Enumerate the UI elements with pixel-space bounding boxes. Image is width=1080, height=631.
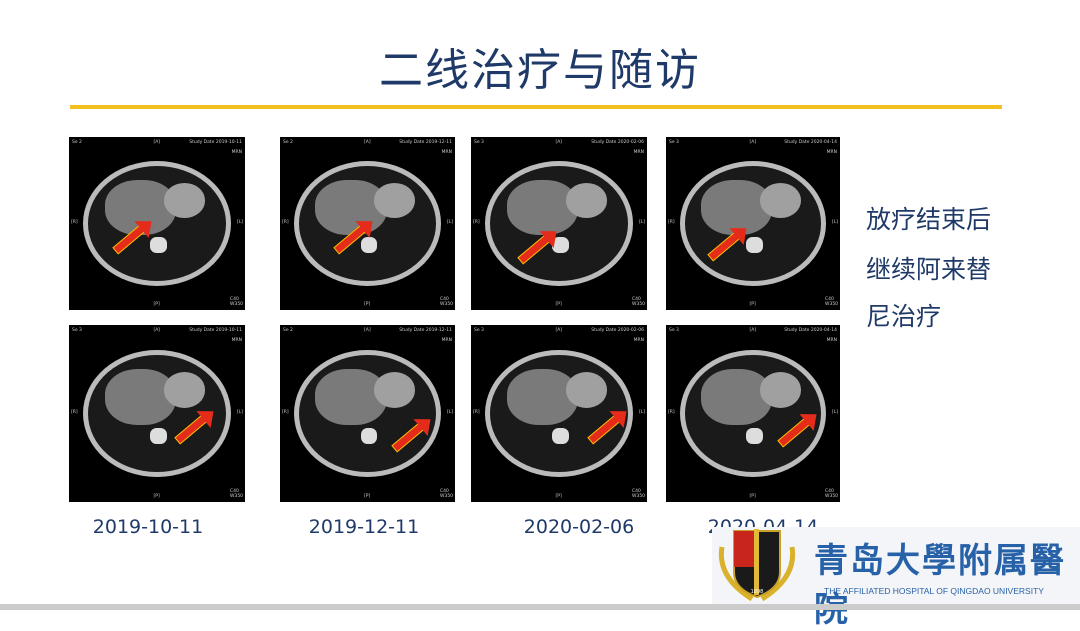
ct-label: [R]	[282, 409, 289, 415]
ct-label: [P]	[364, 302, 371, 307]
ct-label: [L]	[446, 220, 453, 226]
side-text-line: 继续阿来替	[866, 255, 992, 284]
ct-label: MRN	[441, 150, 452, 155]
ct-body	[485, 349, 633, 478]
ct-label: [L]	[831, 409, 838, 415]
ct-label: [A]	[749, 328, 757, 333]
ct-scan-image: Se 3 [A] Study Date 2020-04-14 MRN [R] […	[666, 325, 840, 502]
ct-label: [R]	[71, 220, 78, 226]
hospital-emblem-icon: 1898	[718, 529, 796, 602]
ct-label: C40 W350	[632, 489, 646, 499]
ct-series: Se 3	[474, 140, 484, 145]
ct-study-date: Study Date 2019-10-11	[189, 140, 242, 145]
ct-label: MRN	[441, 338, 452, 343]
ct-label: [R]	[668, 409, 675, 415]
ct-label: [L]	[446, 409, 453, 415]
ct-label: C40 W350	[825, 297, 839, 307]
ct-body	[294, 349, 441, 478]
ct-label: C40 W350	[230, 489, 244, 499]
logo-name-en: THE AFFILIATED HOSPITAL OF QINGDAO UNIVE…	[824, 586, 1044, 596]
ct-label: C40 W350	[632, 297, 646, 307]
ct-body	[679, 161, 827, 286]
ct-label: [L]	[831, 220, 838, 226]
ct-scan-image: Se 3 [A] Study Date 2020-04-14 MRN [R] […	[666, 137, 840, 310]
ct-label: [R]	[473, 409, 480, 415]
svg-text:1898: 1898	[751, 589, 764, 595]
ct-label: [L]	[638, 220, 645, 226]
ct-label: MRN	[633, 150, 644, 155]
ct-study-date: Study Date 2019-12-11	[399, 328, 452, 333]
ct-series: Se 3	[669, 140, 679, 145]
ct-label: [P]	[749, 494, 756, 499]
ct-label: [A]	[153, 328, 161, 333]
ct-label: [A]	[153, 140, 161, 145]
ct-label: C40 W350	[230, 297, 244, 307]
date-label: 2020-02-06	[523, 516, 635, 538]
side-text-line: 放疗结束后	[866, 205, 992, 234]
ct-study-date: Study Date 2020-02-06	[591, 328, 644, 333]
ct-series: Se 2	[283, 328, 293, 333]
slide-title: 二线治疗与随访	[379, 45, 701, 96]
ct-label: MRN	[826, 150, 837, 155]
ct-label: [P]	[749, 302, 756, 307]
ct-label: [P]	[555, 494, 562, 499]
logo-name-cn: 青岛大學附属醫院	[814, 541, 1066, 630]
bottom-bar	[0, 604, 1080, 610]
ct-scan-image: Se 3 [A] Study Date 2020-02-06 MRN [R] […	[471, 325, 647, 502]
ct-label: [A]	[555, 140, 563, 145]
ct-scan-image: Se 2 [A] Study Date 2019-10-11 MRN [R] […	[69, 137, 245, 310]
ct-series: Se 3	[72, 328, 82, 333]
ct-study-date: Study Date 2020-04-14	[784, 328, 837, 333]
date-label: 2019-10-11	[92, 516, 204, 538]
ct-body	[294, 161, 441, 286]
ct-label: [R]	[282, 220, 289, 226]
ct-scan-image: Se 2 [A] Study Date 2019-12-11 MRN [R] […	[280, 137, 455, 310]
ct-label: C40 W350	[440, 489, 454, 499]
ct-scan-image: Se 3 [A] Study Date 2019-10-11 MRN [R] […	[69, 325, 245, 502]
ct-label: [R]	[473, 220, 480, 226]
date-label: 2019-12-11	[308, 516, 420, 538]
ct-series: Se 3	[669, 328, 679, 333]
hospital-logo: 1898 青岛大學附属醫院 THE AFFILIATED HOSPITAL OF…	[712, 527, 1080, 630]
ct-label: [P]	[364, 494, 371, 499]
ct-label: [L]	[236, 409, 243, 415]
ct-label: C40 W350	[440, 297, 454, 307]
ct-body	[83, 349, 231, 478]
ct-scan-image: Se 3 [A] Study Date 2020-02-06 MRN [R] […	[471, 137, 647, 310]
ct-label: [R]	[71, 409, 78, 415]
ct-label: MRN	[826, 338, 837, 343]
ct-label: C40 W350	[825, 489, 839, 499]
ct-study-date: Study Date 2020-04-14	[784, 140, 837, 145]
ct-study-date: Study Date 2020-02-06	[591, 140, 644, 145]
ct-label: [L]	[236, 220, 243, 226]
ct-label: [A]	[555, 328, 563, 333]
ct-study-date: Study Date 2019-12-11	[399, 140, 452, 145]
ct-label: [P]	[153, 302, 160, 307]
side-text-line: 尼治疗	[866, 302, 942, 331]
ct-label: [P]	[153, 494, 160, 499]
ct-label: MRN	[633, 338, 644, 343]
ct-body	[485, 161, 633, 286]
ct-body	[83, 161, 231, 286]
ct-label: MRN	[231, 150, 242, 155]
title-divider	[70, 105, 1002, 109]
ct-study-date: Study Date 2019-10-11	[189, 328, 242, 333]
ct-label: [A]	[364, 140, 371, 145]
ct-series: Se 2	[283, 140, 293, 145]
ct-label: [A]	[364, 328, 371, 333]
ct-series: Se 2	[72, 140, 82, 145]
ct-series: Se 3	[474, 328, 484, 333]
ct-label: [A]	[749, 140, 757, 145]
ct-label: MRN	[231, 338, 242, 343]
ct-label: [L]	[638, 409, 645, 415]
ct-label: [R]	[668, 220, 675, 226]
ct-scan-image: Se 2 [A] Study Date 2019-12-11 MRN [R] […	[280, 325, 455, 502]
ct-label: [P]	[555, 302, 562, 307]
